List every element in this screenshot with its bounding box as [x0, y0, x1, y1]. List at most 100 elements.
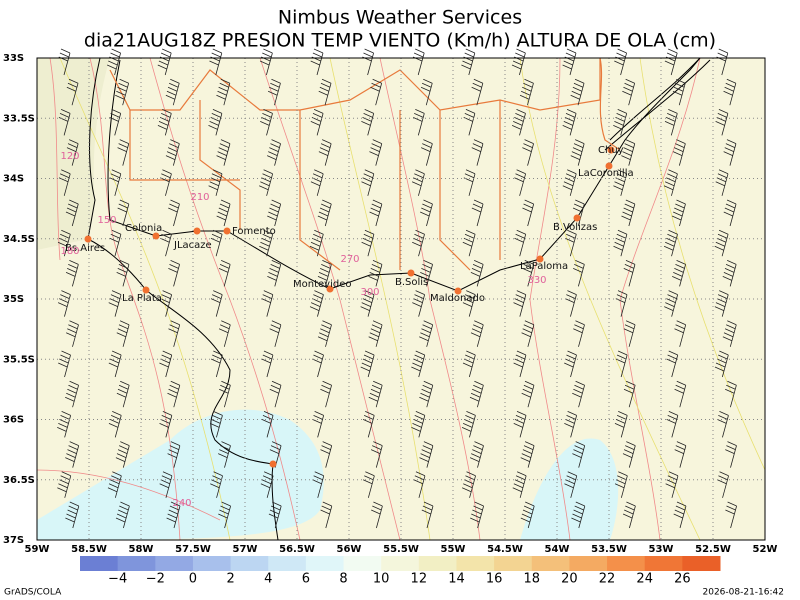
lon-label: 57.5W	[175, 544, 211, 555]
wind-barb	[615, 350, 628, 378]
city-marker	[142, 286, 150, 294]
lon-label: 53.5W	[591, 544, 627, 555]
wind-barb	[65, 380, 79, 408]
lat-label: 36.5S	[3, 475, 35, 486]
subtitle: dia21AUG18Z PRESION TEMP VIENTO (Km/h) A…	[84, 30, 716, 52]
wind-barb	[66, 78, 79, 106]
colorbar-swatch	[682, 556, 721, 571]
colorbar-label: 16	[486, 572, 503, 587]
wind-barb	[613, 169, 628, 196]
contour-label: 270	[340, 254, 359, 265]
wind-barb	[157, 48, 172, 76]
wind-barb	[725, 501, 737, 529]
wind-barb	[160, 169, 172, 196]
wind-barb	[562, 48, 577, 76]
borders	[109, 57, 621, 271]
wind-barb	[469, 380, 484, 408]
wind-barb	[521, 380, 535, 408]
wind-barb	[168, 320, 181, 347]
wind-barb	[664, 109, 678, 136]
wind-barb	[57, 229, 71, 257]
wind-barb	[470, 260, 484, 287]
wind-barb	[260, 471, 274, 498]
wind-barb	[116, 320, 130, 347]
wind-barb	[665, 471, 679, 498]
wind-barb	[622, 441, 636, 468]
wind-barb	[412, 229, 425, 257]
city-label: Chuy	[598, 145, 624, 156]
wind-barb	[519, 78, 534, 106]
colorbar-swatch	[531, 556, 570, 571]
wind-barb	[267, 78, 281, 106]
city-label: Maldonado	[430, 293, 485, 304]
wind-barb	[463, 169, 476, 196]
colorbar: −4 −2 0 2 4 6 8 10 12 14 16 18 20 22 24 26	[80, 556, 721, 587]
wind-barb	[672, 139, 686, 166]
wind-barb	[621, 199, 636, 227]
contour-label: 180	[60, 246, 79, 257]
wind-barb	[420, 199, 433, 227]
wind-barb	[413, 471, 426, 498]
lon-label: 56W	[337, 544, 362, 555]
cold-region	[37, 409, 324, 540]
wind-barb	[165, 78, 180, 106]
colorbar-label: 0	[189, 572, 197, 587]
wind-barb	[168, 260, 180, 287]
wind-barb	[674, 320, 687, 347]
wind-barb	[673, 501, 687, 529]
wind-barb	[362, 411, 375, 438]
wind-barb	[309, 290, 324, 317]
contour	[379, 57, 481, 541]
cold-region	[520, 438, 619, 540]
colorbar-swatch	[155, 556, 194, 571]
colorbar-swatch	[494, 556, 533, 571]
wind-barb	[461, 411, 476, 438]
wind-barb	[108, 350, 122, 378]
wind-barb	[267, 199, 282, 227]
wind-barb	[511, 109, 526, 136]
city-label: Colonia	[125, 223, 162, 234]
wind-barb	[368, 260, 383, 287]
wind-barb	[65, 260, 79, 287]
wind-barb	[412, 48, 425, 76]
city-marker	[269, 460, 277, 468]
city-marker	[223, 227, 231, 235]
wind-barb	[674, 441, 687, 468]
colorbar-swatch	[644, 556, 683, 571]
colorbar-swatch	[80, 556, 119, 571]
wind-barb	[514, 169, 526, 196]
contour	[49, 57, 61, 261]
contour-label: 240	[172, 498, 191, 509]
wind-barb	[469, 441, 484, 468]
wind-barb	[419, 380, 434, 408]
wind-barb	[219, 380, 231, 408]
wind-barb	[160, 229, 172, 257]
wind-barb	[421, 501, 434, 529]
wind-barb	[115, 501, 130, 529]
wind-barb	[312, 411, 325, 438]
city-marker	[326, 285, 334, 293]
wind-barb	[218, 441, 231, 468]
wind-barb	[622, 501, 636, 529]
wind-barb	[621, 139, 636, 166]
wind-barbs	[57, 48, 737, 529]
wind-barb	[210, 350, 223, 378]
wind-barb	[107, 48, 121, 76]
colorbar-label: −4	[108, 572, 127, 587]
colorbar-label: 14	[448, 572, 465, 587]
lat-label: 37S	[3, 535, 24, 546]
wind-barb	[565, 290, 577, 317]
wind-barb	[570, 139, 585, 166]
colorbar-swatch	[343, 556, 382, 571]
colorbar-label: 4	[264, 572, 272, 587]
lat-label: 35.5S	[3, 354, 35, 365]
colorbar-swatch	[117, 556, 156, 571]
wind-barb	[511, 48, 526, 76]
lon-label: 55W	[441, 544, 466, 555]
city-marker	[605, 162, 613, 170]
wind-barb	[562, 109, 577, 136]
city-label: LaCoronilla	[578, 168, 634, 179]
wind-barb	[572, 380, 585, 408]
wind-barb	[57, 411, 72, 438]
lat-label: 35S	[3, 294, 24, 305]
